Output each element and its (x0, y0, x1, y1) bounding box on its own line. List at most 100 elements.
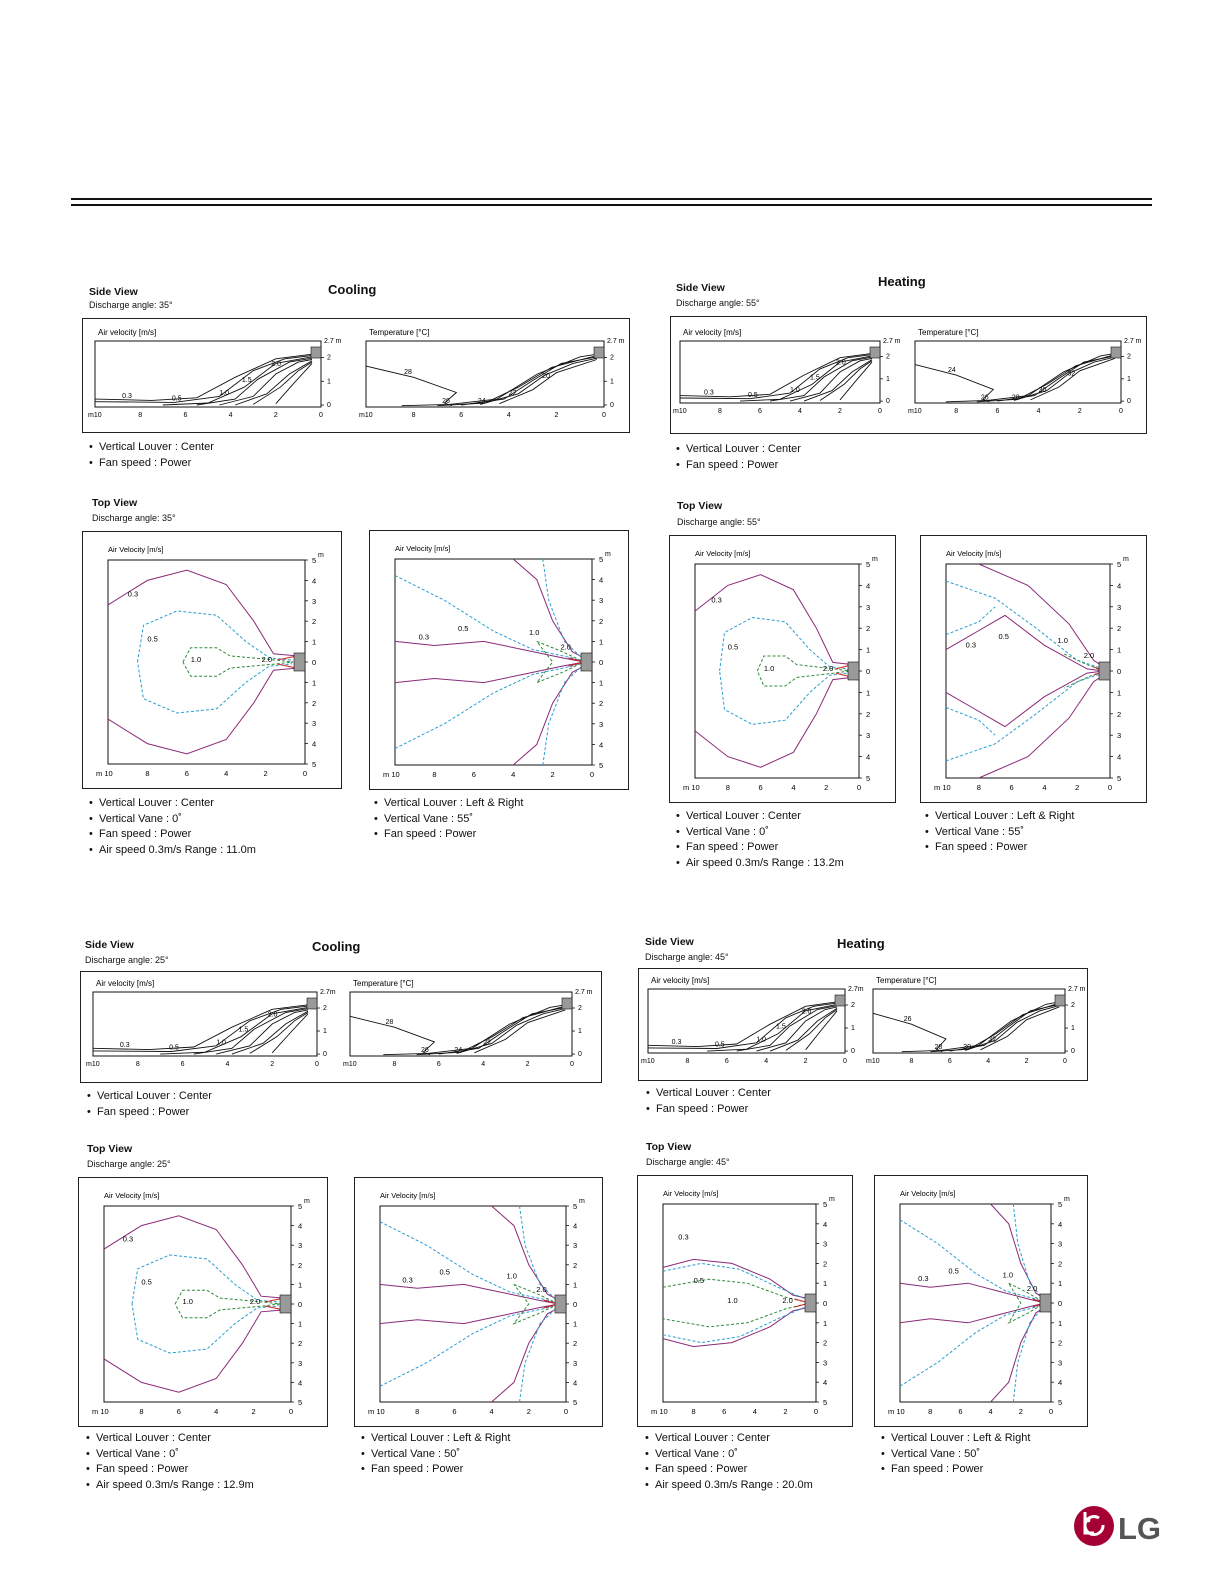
contour-label: 1.5 (242, 377, 252, 384)
y-tick-label: 0 (298, 1300, 302, 1309)
y-tick-label: 0 (610, 402, 614, 409)
top-view-specs: Vertical Louver : CenterVertical Vane : … (676, 809, 844, 871)
y-tick-label: 2 (312, 617, 316, 626)
contour-line (679, 354, 873, 400)
spec-item: Vertical Louver : Center (89, 440, 214, 456)
plot-border (914, 340, 1122, 404)
plot-border (365, 340, 605, 408)
contour-line (379, 1283, 559, 1305)
x-tick-label: 6 (958, 1407, 962, 1416)
y-tick-label: 4 (573, 1222, 577, 1231)
y-tick-label: 2 (886, 354, 890, 361)
y-tick-label: 1 (323, 1028, 327, 1035)
y-tick-label: 5 (599, 761, 603, 770)
side-discharge-angle: Discharge angle: 55° (676, 298, 760, 308)
y-tick-label: 1 (298, 1320, 302, 1329)
spec-item: Vertical Louver : Left & Right (925, 809, 1074, 825)
x-tick-label: 2 (1075, 783, 1079, 792)
contour-line (474, 1009, 566, 1054)
contour-line (456, 1008, 566, 1054)
contour-label: 1.0 (727, 1296, 737, 1305)
y-tick-label: 2 (599, 699, 603, 708)
spec-item: Vertical Louver : Left & Right (374, 796, 523, 812)
y-tick-label: 4 (866, 753, 870, 762)
y-tick-label: 2 (866, 624, 870, 633)
y-tick-label: 2 (573, 1339, 577, 1348)
x-tick-label: 4 (1037, 408, 1041, 415)
top-view-center-panel: Air Velocity [m/s] m 5 4 3 2 1 0 1 2 3 4 5 m 10 8 6 4 2 0 0… (637, 1175, 853, 1427)
side-view-title: Side View (89, 286, 138, 298)
y-tick-label: 5 (599, 555, 603, 564)
x-tick-label: 6 (437, 1061, 441, 1068)
contour-line (965, 1005, 1060, 1051)
contour-line (1007, 1282, 1046, 1325)
spec-item: Vertical Vane : 55˚ (925, 825, 1074, 841)
top-view-title: Top View (677, 500, 723, 512)
y-tick-label: 3 (298, 1359, 302, 1368)
spec-item: Vertical Vane : 0˚ (86, 1447, 254, 1463)
y-tick-label: 3 (599, 596, 603, 605)
y-tick-label: 5 (573, 1398, 577, 1407)
x-tick-label: 2 (824, 783, 828, 792)
y-tick-label: 3 (1117, 603, 1121, 612)
contour-line (249, 1012, 309, 1054)
chart-label: Air Velocity [m/s] (695, 549, 750, 558)
contour-line (231, 1010, 309, 1055)
contour-label: 2.0 (262, 655, 272, 664)
indoor-unit-icon (834, 994, 846, 1007)
contour-line (662, 1306, 811, 1348)
contour-line (901, 1001, 1060, 1053)
contour-label: 0.5 (948, 1266, 958, 1275)
contour-label: 28 (386, 1019, 394, 1026)
y-tick-label: 1 (1117, 688, 1121, 697)
y-tick-label: 0 (573, 1300, 577, 1309)
y-tick-label: 1 (599, 679, 603, 688)
contour-line (383, 1004, 566, 1056)
y-tick-label: 0 (823, 1299, 827, 1308)
top-view-center-panel: Air Velocity [m/s] m 5 4 3 2 1 0 1 2 3 4 5 m 10 8 6 4 2 0 0… (669, 535, 896, 803)
y-tick-label: 2 (1117, 710, 1121, 719)
contour-label: 2.0 (782, 1296, 792, 1305)
y-tick-label: 5 (1117, 560, 1121, 569)
contour-line (379, 1221, 559, 1305)
y-tick-label: 1 (1058, 1279, 1062, 1288)
contour-line (647, 1002, 838, 1049)
side-view-panel: Air velocity [m/s] 2.7 m m10 8 6 4 2 0 2 1 0 0.3 0.5… (82, 318, 630, 433)
top-view-center-panel: Air Velocity [m/s] m 5 4 3 2 1 0 1 2 3 4 5 m 10 8 6 4 2 0 0… (78, 1177, 328, 1427)
contour-label: 0.3 (966, 640, 976, 649)
y-tick-label: 1 (312, 638, 316, 647)
spec-item: Fan speed : Power (89, 827, 256, 843)
contour-label: 0.5 (748, 392, 758, 399)
x-tick-label: 4 (791, 783, 795, 792)
contour-label: 2.0 (560, 643, 570, 652)
x-tick-label: m 10 (934, 783, 951, 792)
contour-label: 0.3 (918, 1274, 928, 1283)
contour-label: 1.5 (776, 1024, 786, 1031)
y-tick-label: 5 (866, 560, 870, 569)
contour-line (949, 1003, 1060, 1052)
y-tick-label: 1 (1127, 376, 1131, 383)
y-tick-label: 2 (327, 355, 331, 362)
contour-line (512, 1283, 560, 1325)
top-view-specs: Vertical Louver : Left & RightVertical V… (925, 809, 1074, 856)
contour-line (945, 580, 1104, 670)
x-tick-label: m 10 (368, 1407, 385, 1416)
y-tick-label: 2 (1058, 1259, 1062, 1268)
axis-unit: m (872, 556, 878, 563)
contour-label: 30 (1039, 387, 1047, 394)
side-view-title: Side View (676, 282, 725, 294)
y-tick-label: 2 (599, 617, 603, 626)
x-tick-label: 0 (1063, 1058, 1067, 1065)
top-view-left-right-panel: Air Velocity [m/s] m 5 4 3 2 1 0 1 2 3 4 5 m 10 8 6 4 2 0 0… (369, 530, 629, 790)
chart-label: Air Velocity [m/s] (900, 1189, 955, 1198)
indoor-unit-icon (869, 346, 881, 359)
plot-border (349, 991, 573, 1057)
x-tick-label: 6 (722, 1407, 726, 1416)
top-view-left-right-panel: Air Velocity [m/s] m 5 4 3 2 1 0 1 2 3 4 5 m 10 8 6 4 2 0 0… (874, 1175, 1088, 1427)
top-view-specs: Vertical Louver : CenterVertical Vane : … (89, 796, 256, 858)
side-temperature-chart: Temperature [°C] 2.7 m m10 8 6 4 2 0 2 1 0 26 28 30 32 (866, 976, 1086, 1065)
spec-item: Vertical Louver : Center (676, 442, 801, 458)
indoor-unit-icon (310, 346, 322, 359)
contour-line (196, 357, 313, 406)
